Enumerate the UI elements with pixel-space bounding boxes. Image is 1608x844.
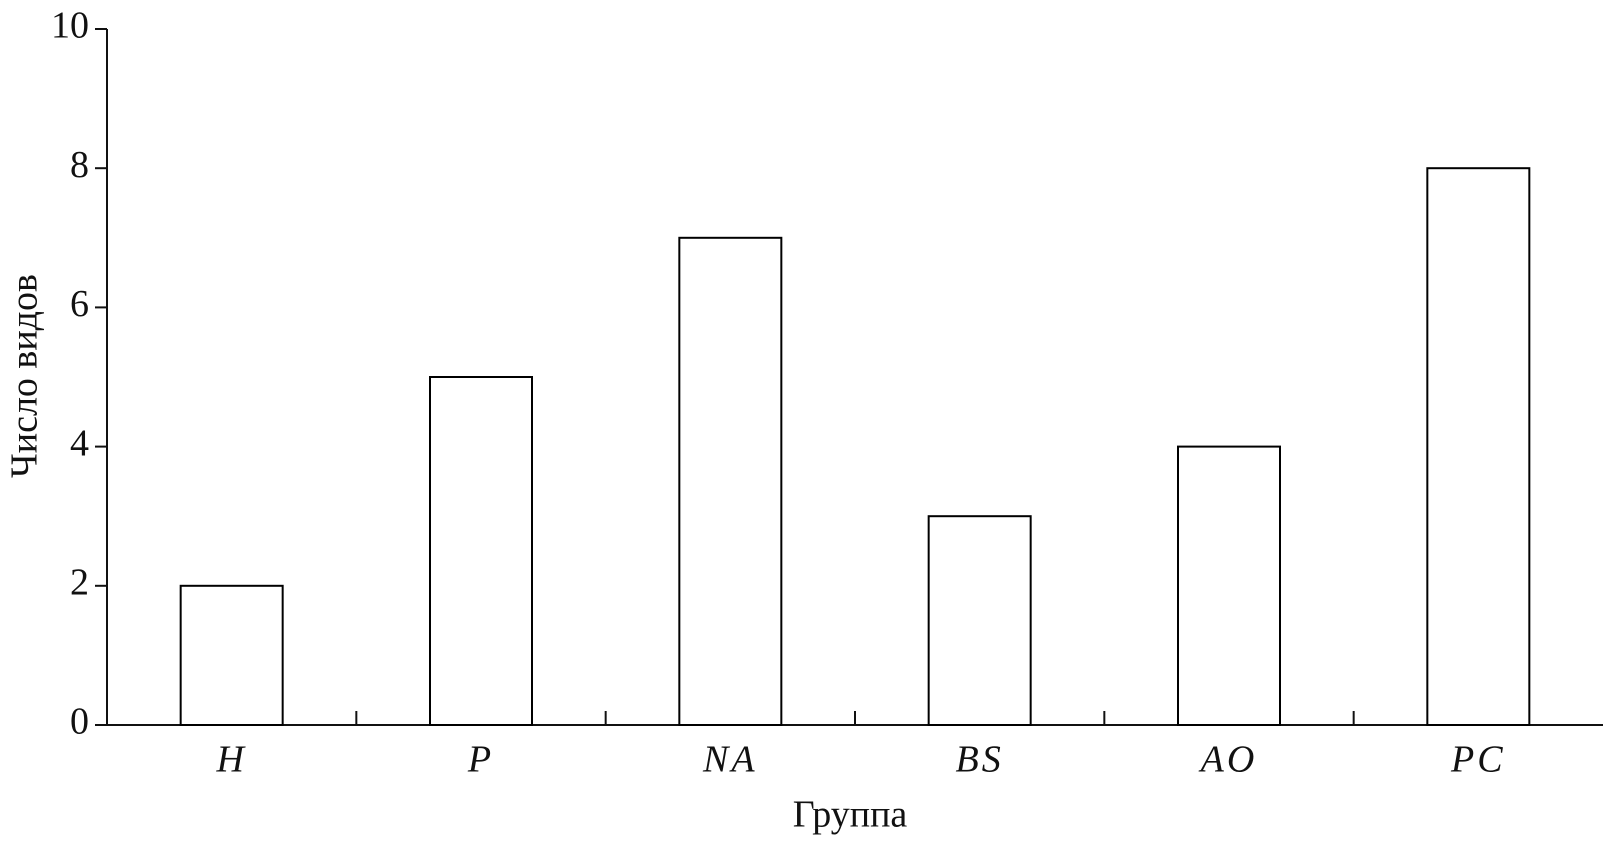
bar [179,584,284,726]
y-tick-label: 8 [70,144,89,186]
y-tick-label: 0 [70,701,89,743]
y-tick-label: 2 [70,562,89,604]
y-axis-label: Число видов [4,274,46,478]
bar [1426,167,1531,726]
y-tick-label: 6 [70,283,89,325]
bar [927,515,1032,727]
x-tick-label: PC [1450,739,1506,781]
x-tick-label: BS [956,739,1004,781]
bar [1177,445,1281,726]
x-tick-label: NA [702,739,758,781]
x-axis-label: Группа [793,794,908,836]
bar [678,236,783,727]
x-tick-label: H [215,739,246,781]
y-tick-label: 4 [70,422,89,464]
x-tick-label: AO [1198,739,1258,781]
bar [429,376,533,726]
x-tick-label: P [467,739,494,781]
y-tick-label: 10 [51,5,89,47]
